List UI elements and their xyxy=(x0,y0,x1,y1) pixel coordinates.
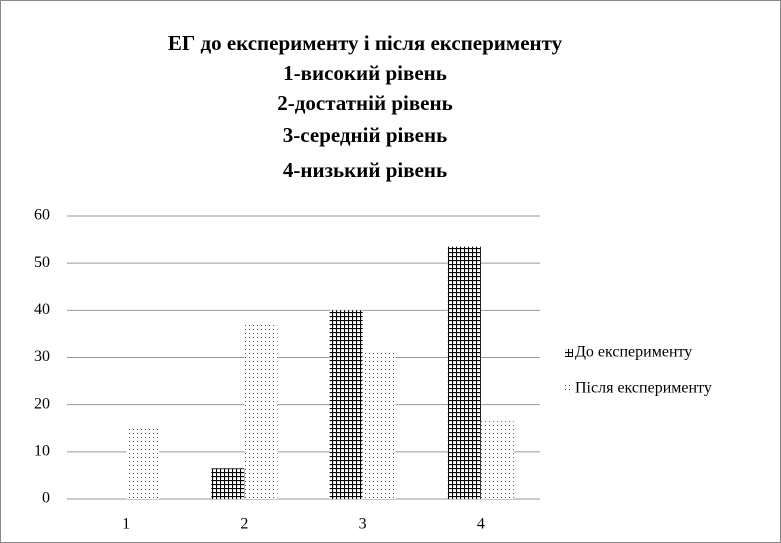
y-tick-label: 30 xyxy=(34,348,50,365)
x-tick-label: 1 xyxy=(122,516,130,533)
legend-swatch xyxy=(565,349,573,357)
bar xyxy=(244,324,278,499)
bar xyxy=(126,425,160,499)
chart-subtitle: 1-високий рівень xyxy=(283,61,447,85)
chart-subtitle: 3-середній рівень xyxy=(283,123,447,147)
y-tick-label: 0 xyxy=(42,490,50,507)
legend-label: Після експерименту xyxy=(575,380,712,397)
y-tick-label: 40 xyxy=(34,301,50,318)
y-tick-label: 60 xyxy=(34,207,50,224)
bar xyxy=(211,468,245,499)
chart-title: ЕГ до експерименту і після експерименту xyxy=(168,31,563,55)
legend-swatch xyxy=(565,385,573,393)
bar xyxy=(447,246,481,499)
x-tick-label: 3 xyxy=(359,516,367,533)
bar xyxy=(362,350,396,499)
chart-subtitle: 2-достатній рівень xyxy=(277,91,452,115)
bar xyxy=(480,421,514,499)
x-tick-label: 2 xyxy=(240,516,248,533)
x-tick-label: 4 xyxy=(477,516,485,533)
legend-label: До експерименту xyxy=(575,344,692,361)
y-tick-label: 50 xyxy=(34,254,50,271)
y-tick-label: 10 xyxy=(34,443,50,460)
bar xyxy=(329,310,363,499)
chart-subtitle: 4-низький рівень xyxy=(283,158,447,182)
y-tick-label: 20 xyxy=(34,395,50,412)
